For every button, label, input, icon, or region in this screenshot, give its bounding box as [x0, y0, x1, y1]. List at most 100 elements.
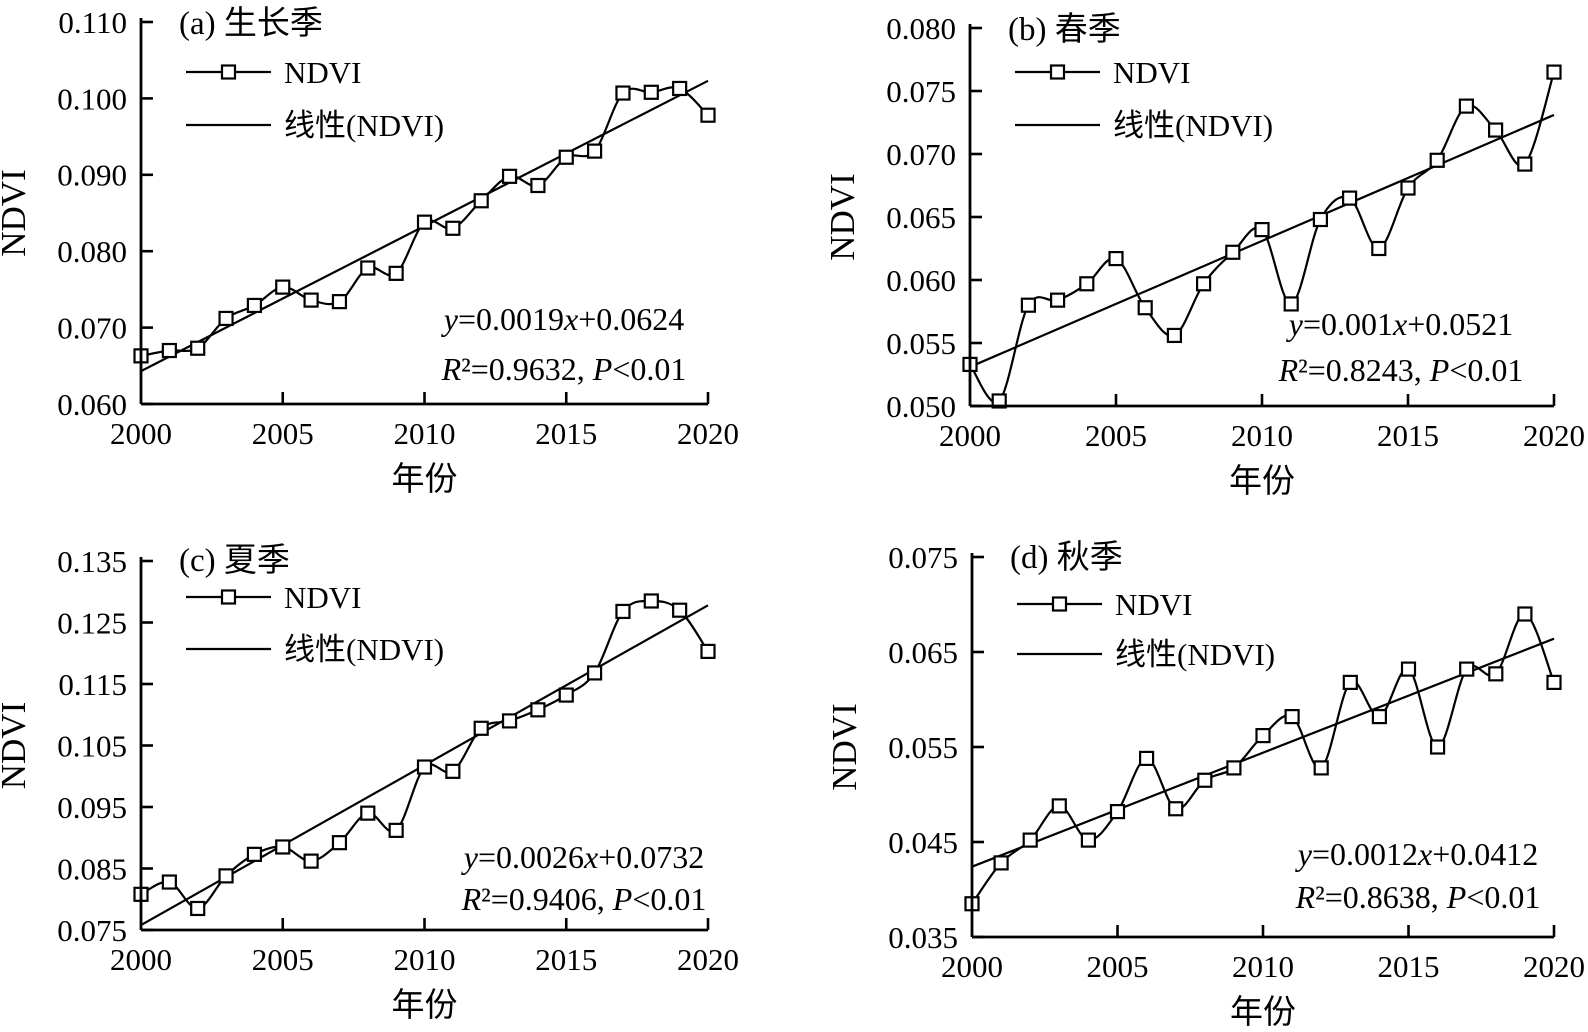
ndvi-data-marker: [331, 294, 348, 310]
panel-title: (c) 夏季: [179, 542, 290, 579]
ndvi-data-marker: [331, 835, 348, 851]
x-tick-label: 2020: [1523, 949, 1585, 984]
ndvi-data-marker: [1225, 244, 1241, 260]
ndvi-data-marker: [530, 702, 546, 718]
legend-ndvi-label: NDVI: [1115, 587, 1193, 622]
regression-stats: R²=0.9406, P<0.01: [461, 881, 707, 917]
ndvi-data-marker: [1312, 211, 1329, 228]
regression-equation: y=0.001x+0.0521: [1286, 306, 1514, 342]
y-tick-label: 0.055: [886, 326, 956, 361]
ndvi-data-marker: [275, 279, 291, 295]
y-axis-title: NDVI: [823, 173, 862, 260]
ndvi-data-marker: [558, 149, 574, 165]
legend-linear-label: 线性(NDVI): [1113, 108, 1273, 143]
x-tick-label: 2000: [110, 416, 172, 451]
y-tick-label: 0.125: [57, 605, 127, 640]
ndvi-data-marker: [501, 168, 518, 184]
chart-panel-spring: 0.050 0.055 0.060 0.065 0.070 0.075 0.080 2000 2…: [823, 11, 1585, 500]
ndvi-data-marker: [1517, 606, 1533, 622]
ndvi-data-marker: [1139, 750, 1155, 766]
y-tick-label: 0.035: [888, 920, 958, 955]
ndvi-data-marker: [218, 310, 234, 327]
ndvi-data-marker: [1079, 276, 1095, 292]
x-tick-label: 2005: [1085, 418, 1147, 453]
panel-title: (b) 春季: [1008, 11, 1121, 48]
y-tick-label: 0.070: [886, 137, 956, 172]
x-tick-label: 2000: [941, 949, 1003, 984]
ndvi-data-marker: [558, 687, 574, 703]
regression-stats: R²=0.9632, P<0.01: [441, 351, 687, 387]
ndvi-data-marker: [1137, 300, 1153, 316]
ndvi-data-marker: [218, 868, 234, 884]
y-tick-label: 0.045: [888, 825, 958, 860]
ndvi-data-marker: [388, 265, 404, 281]
ndvi-data-marker: [1050, 292, 1066, 308]
legend-ndvi-marker: [1049, 64, 1066, 80]
y-tick-label: 0.095: [57, 790, 127, 825]
ndvi-data-marker: [473, 193, 489, 209]
x-tick-label: 2020: [1523, 418, 1585, 453]
y-tick-label: 0.100: [57, 81, 127, 116]
ndvi-data-marker: [643, 84, 659, 100]
ndvi-data-marker: [445, 763, 461, 779]
ndvi-data-marker: [700, 643, 716, 660]
x-tick-label: 2015: [1377, 418, 1439, 453]
y-axis-title: NDVI: [825, 703, 864, 790]
chart-panel-summer: 0.075 0.085 0.095 0.105 0.115 0.125 0.135 2000 2…: [0, 542, 739, 1024]
ndvi-data-marker: [1108, 250, 1124, 267]
x-axis-title: 年份: [392, 987, 458, 1024]
ndvi-data-marker: [303, 853, 319, 869]
x-tick-label: 2000: [110, 942, 172, 977]
x-tick-label: 2015: [1378, 949, 1440, 984]
legend-ndvi-label: NDVI: [284, 580, 362, 615]
ndvi-data-marker: [672, 602, 688, 618]
legend-linear-label: 线性(NDVI): [284, 632, 444, 667]
x-tick-label: 2005: [252, 942, 314, 977]
ndvi-data-marker: [586, 665, 603, 681]
y-tick-label: 0.060: [57, 387, 127, 422]
ndvi-data-marker: [1517, 156, 1533, 172]
x-tick-label: 2015: [535, 942, 597, 977]
ndvi-data-marker: [586, 143, 603, 159]
x-tick-label: 2010: [394, 416, 456, 451]
ndvi-data-marker: [1400, 180, 1416, 196]
ndvi-data-marker: [1371, 709, 1388, 725]
x-tick-label: 2020: [677, 416, 739, 451]
ndvi-data-marker: [1080, 832, 1096, 848]
ndvi-data-marker: [1197, 772, 1213, 788]
x-axis-title: 年份: [392, 461, 458, 498]
y-tick-label: 0.110: [58, 5, 127, 40]
ndvi-data-marker: [246, 846, 262, 862]
ndvi-data-marker: [1166, 327, 1182, 344]
y-axis-title: NDVI: [0, 702, 33, 789]
ndvi-data-marker: [615, 603, 631, 620]
ndvi-data-marker: [246, 297, 262, 314]
ndvi-data-marker: [1022, 832, 1038, 848]
ndvi-data-marker: [1459, 661, 1475, 677]
ndvi-data-marker: [501, 713, 518, 729]
ndvi-data-marker: [1254, 222, 1270, 238]
x-tick-label: 2005: [1087, 949, 1149, 984]
ndvi-data-marker: [1429, 152, 1445, 168]
regression-equation: y=0.0019x+0.0624: [441, 301, 685, 337]
ndvi-data-marker: [1284, 709, 1300, 725]
ndvi-data-marker: [991, 393, 1007, 409]
x-axis-title: 年份: [1229, 463, 1295, 500]
ndvi-data-marker: [1429, 739, 1446, 755]
ndvi-data-marker: [643, 593, 659, 609]
y-tick-label: 0.070: [57, 310, 127, 345]
x-tick-label: 2020: [677, 942, 739, 977]
legend-linear-label: 线性(NDVI): [1115, 637, 1275, 672]
y-tick-label: 0.055: [888, 730, 958, 765]
legend-ndvi-label: NDVI: [1113, 55, 1191, 90]
ndvi-data-marker: [1283, 296, 1299, 312]
y-tick-label: 0.080: [886, 11, 956, 46]
regression-stats: R²=0.8638, P<0.01: [1295, 879, 1541, 915]
x-tick-label: 2005: [252, 416, 314, 451]
y-tick-label: 0.060: [886, 263, 956, 298]
chart-panel-growing-season: 0.060 0.070 0.080 0.090 0.100 0.110 2000 2005 20…: [0, 5, 739, 498]
ndvi-data-marker: [1546, 674, 1562, 690]
regression-equation: y=0.0026x+0.0732: [461, 839, 705, 875]
ndvi-data-marker: [700, 107, 716, 123]
